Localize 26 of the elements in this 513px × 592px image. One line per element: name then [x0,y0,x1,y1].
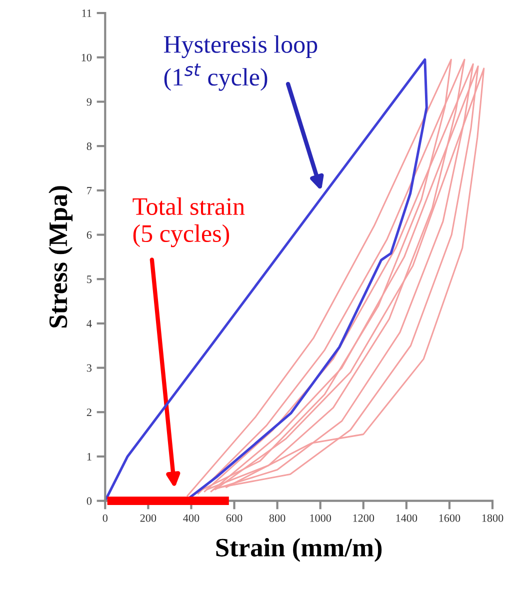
annotation: Total strain (5 cycles) [132,197,245,248]
y-tick-label: 8 [86,142,92,150]
x-tick-label: 1000 [310,514,332,522]
y-tick-label: 7 [87,186,92,194]
y-tick-label: 1 [87,453,92,460]
y-tick-label: 11 [82,10,92,17]
x-tick-label: 1400 [396,514,418,522]
y-axis-title: Stress (Mpa) [48,186,73,328]
x-tick-label: 1800 [482,514,504,522]
x-tick-label: 1600 [439,514,460,522]
y-tick-label: 9 [86,98,92,106]
x-axis-title: Strain (mm/m) [216,538,382,562]
x-tick-label: 1200 [353,514,374,522]
x-tick-label: 400 [183,514,200,522]
y-tick-label: 6 [86,231,92,239]
y-tick-label: 10 [82,54,92,62]
x-tick-label: 800 [269,514,286,522]
x-tick-label: 600 [226,514,242,522]
x-tick-label: 0 [102,514,108,522]
y-tick-label: 3 [86,364,92,372]
y-tick-label: 2 [86,408,92,416]
annotation: Hysteresis loop (1$^{st}$ cycle) [164,35,318,91]
x-tick-label: 200 [140,514,156,522]
y-tick-label: 4 [86,320,92,328]
y-tick-label: 5 [87,276,92,284]
y-tick-label: 0 [86,497,92,505]
